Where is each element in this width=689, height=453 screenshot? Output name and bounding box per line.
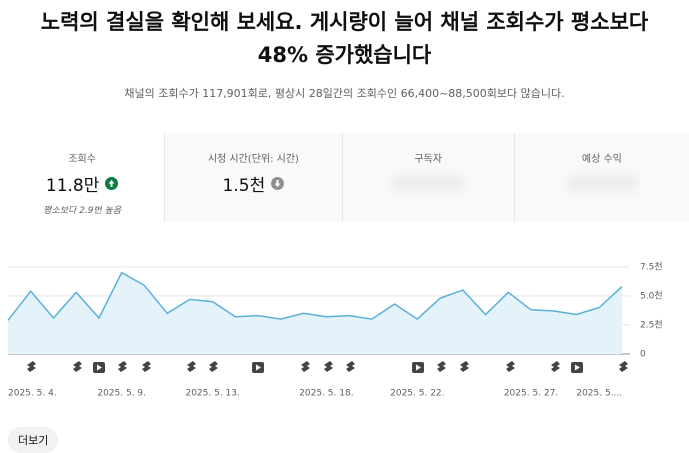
video-icon-play xyxy=(97,364,102,371)
x-tick-label: 2025. 5. 4. xyxy=(8,389,57,399)
x-tick-label: 2025. 5. 27. xyxy=(504,389,558,399)
shorts-icon xyxy=(118,361,127,372)
metric-card[interactable]: 조회수 11.8만 평소보다 2.9번 높음 xyxy=(0,133,165,222)
blurred-value xyxy=(566,175,637,191)
metric-value-row: 1.5천 xyxy=(165,171,341,196)
shorts-icon xyxy=(73,361,82,372)
y-tick-label: 7.5천 xyxy=(640,261,663,272)
metric-label: 구독자 xyxy=(414,154,442,165)
x-tick-label: 2025. 5. 13. xyxy=(185,389,239,399)
blurred-value xyxy=(393,175,464,191)
shorts-icon xyxy=(187,361,196,372)
shorts-icon xyxy=(142,361,151,372)
subtitle: 채널의 조회수가 117,901회로, 평상시 28일간의 조회수인 66,40… xyxy=(124,87,565,100)
metric-card[interactable]: 시청 시간(단위: 시간) 1.5천 xyxy=(164,133,342,222)
video-icon-play xyxy=(416,364,421,371)
y-tick-label: 0 xyxy=(640,350,646,360)
shorts-icon xyxy=(619,361,628,372)
video-icon-play xyxy=(575,364,580,371)
x-tick-label: 2025. 5. 18. xyxy=(299,389,353,399)
more-button[interactable]: 더보기 xyxy=(8,427,59,453)
metric-value-row: 11.8만 xyxy=(0,171,164,196)
metric-label: 예상 수익 xyxy=(581,154,622,165)
shorts-icon xyxy=(506,361,515,372)
metric-value: 1.5천 xyxy=(222,176,266,196)
shorts-icon xyxy=(27,361,36,372)
area xyxy=(8,272,622,354)
metric-card[interactable]: 구독자 xyxy=(341,133,514,222)
metric-label: 조회수 xyxy=(68,154,96,165)
video-icon-play xyxy=(256,364,261,371)
shorts-icon xyxy=(346,361,355,372)
line xyxy=(7,271,623,321)
chart: 0 2.5천 5.0천 7.5천 2025. 5. 4. 2025. 5. 9. 2025.… xyxy=(7,261,663,399)
y-tick-label: 2.5천 xyxy=(640,319,663,330)
shorts-icon xyxy=(324,361,333,372)
metric-label: 시청 시간(단위: 시간) xyxy=(207,154,299,165)
metric-card[interactable]: 예상 수익 xyxy=(513,133,689,222)
metric-note: 평소보다 2.9번 높음 xyxy=(43,206,122,216)
shorts-icon xyxy=(209,361,218,372)
up-icon xyxy=(105,177,119,190)
x-tick-label: 2025. 5. 22. xyxy=(390,389,444,399)
shorts-icon xyxy=(551,361,560,372)
down-icon xyxy=(271,177,285,190)
shorts-icon xyxy=(301,361,310,372)
metric-value: 11.8만 xyxy=(45,176,100,196)
y-tick-label: 5.0천 xyxy=(640,290,663,301)
headline: 노력의 결실을 확인해 보세요. 게시량이 늘어 채널 조회수가 평소보다 48… xyxy=(40,10,649,67)
shorts-icon xyxy=(460,361,469,372)
x-tick-label: 2025. 5. 9. xyxy=(97,389,146,399)
x-tick-label: 2025. 5.... xyxy=(576,389,622,399)
metric-cards: 조회수 11.8만 평소보다 2.9번 높음 시청 시간(단위: 시간) 1.5… xyxy=(0,133,689,222)
shorts-icon xyxy=(437,361,446,372)
